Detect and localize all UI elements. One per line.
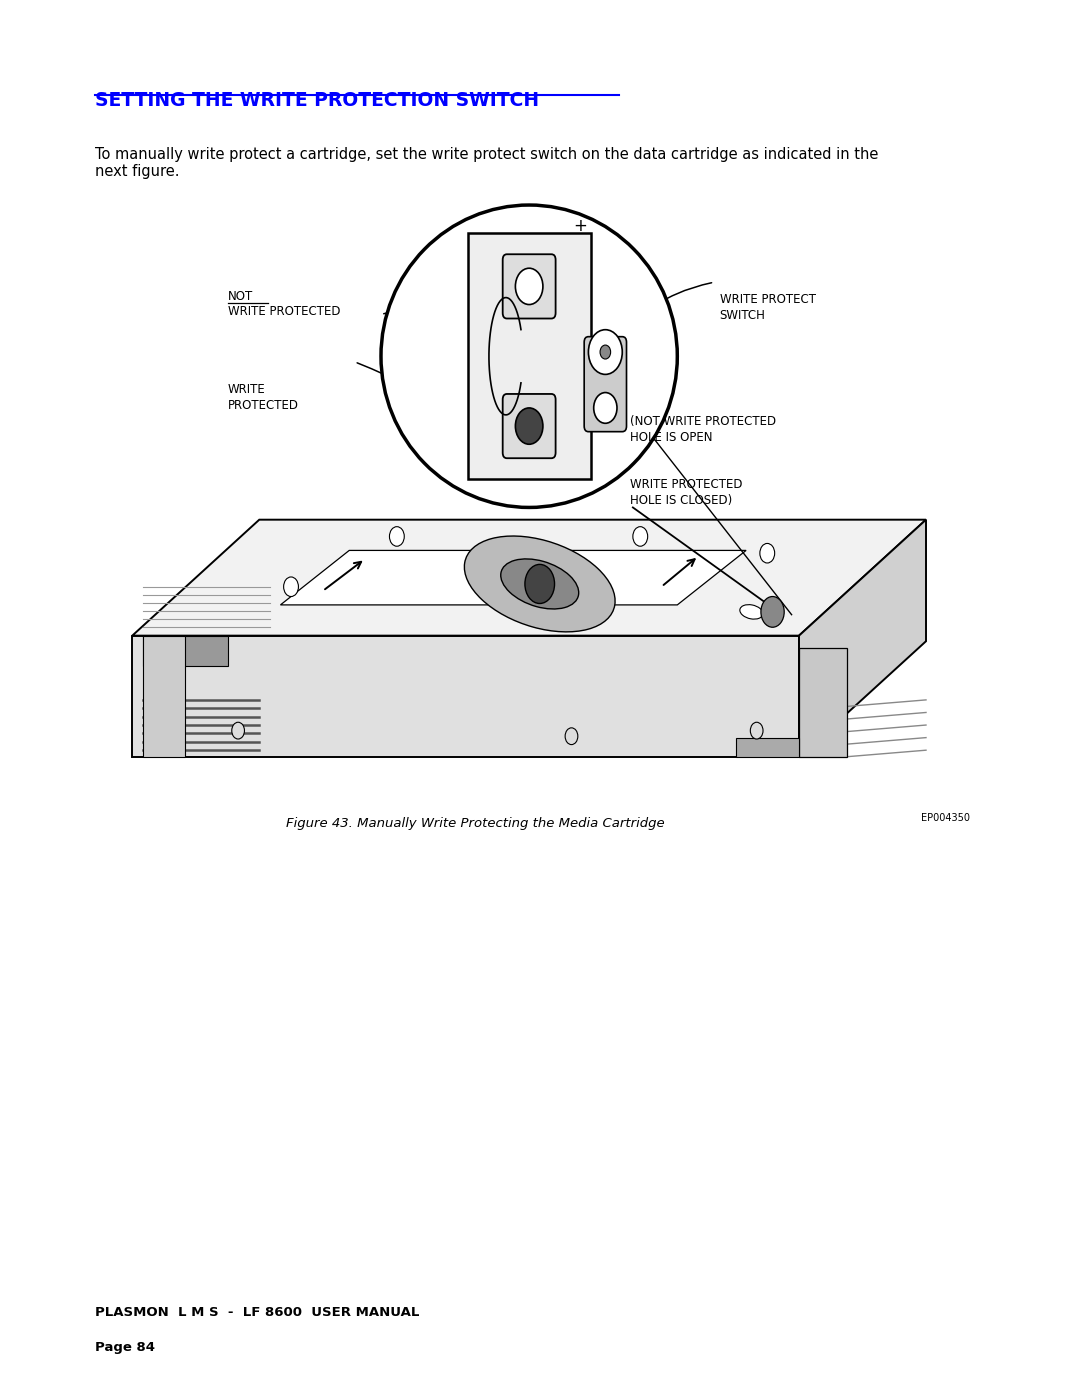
Ellipse shape bbox=[740, 605, 762, 619]
Circle shape bbox=[760, 543, 774, 563]
Polygon shape bbox=[735, 738, 799, 757]
Text: To manually write protect a cartridge, set the write protect switch on the data : To manually write protect a cartridge, s… bbox=[95, 147, 879, 179]
Circle shape bbox=[515, 408, 543, 444]
Circle shape bbox=[284, 577, 298, 597]
Bar bbox=[468, 233, 591, 479]
Circle shape bbox=[751, 722, 764, 739]
Text: WRITE PROTECTED
HOLE IS CLOSED): WRITE PROTECTED HOLE IS CLOSED) bbox=[630, 478, 742, 507]
Circle shape bbox=[232, 722, 244, 739]
Polygon shape bbox=[799, 520, 926, 757]
Text: PLASMON  L M S  -  LF 8600  USER MANUAL: PLASMON L M S - LF 8600 USER MANUAL bbox=[95, 1306, 420, 1319]
Ellipse shape bbox=[501, 559, 579, 609]
Text: WRITE
PROTECTED: WRITE PROTECTED bbox=[228, 383, 298, 412]
Polygon shape bbox=[143, 636, 185, 757]
Polygon shape bbox=[132, 636, 799, 757]
Text: Figure 43. Manually Write Protecting the Media Cartridge: Figure 43. Manually Write Protecting the… bbox=[286, 817, 664, 830]
FancyBboxPatch shape bbox=[502, 394, 555, 458]
Circle shape bbox=[589, 330, 622, 374]
Polygon shape bbox=[132, 520, 926, 636]
Circle shape bbox=[390, 527, 404, 546]
Text: (NOT WRITE PROTECTED
HOLE IS OPEN: (NOT WRITE PROTECTED HOLE IS OPEN bbox=[630, 415, 775, 444]
Circle shape bbox=[600, 345, 610, 359]
Circle shape bbox=[594, 393, 617, 423]
Polygon shape bbox=[281, 550, 746, 605]
Text: SETTING THE WRITE PROTECTION SWITCH: SETTING THE WRITE PROTECTION SWITCH bbox=[95, 91, 539, 110]
Text: NOT: NOT bbox=[228, 291, 253, 303]
Polygon shape bbox=[143, 636, 228, 666]
Circle shape bbox=[633, 527, 648, 546]
Circle shape bbox=[565, 728, 578, 745]
Ellipse shape bbox=[381, 205, 677, 507]
Circle shape bbox=[515, 268, 543, 305]
FancyBboxPatch shape bbox=[584, 337, 626, 432]
Text: WRITE PROTECT
SWITCH: WRITE PROTECT SWITCH bbox=[719, 293, 815, 323]
FancyBboxPatch shape bbox=[502, 254, 555, 319]
Ellipse shape bbox=[464, 536, 616, 631]
Polygon shape bbox=[799, 648, 847, 757]
Text: +: + bbox=[573, 217, 586, 235]
Text: Page 84: Page 84 bbox=[95, 1341, 156, 1354]
Circle shape bbox=[525, 564, 554, 604]
Circle shape bbox=[761, 597, 784, 627]
Text: EP004350: EP004350 bbox=[921, 813, 970, 823]
Text: WRITE PROTECTED: WRITE PROTECTED bbox=[228, 305, 340, 317]
